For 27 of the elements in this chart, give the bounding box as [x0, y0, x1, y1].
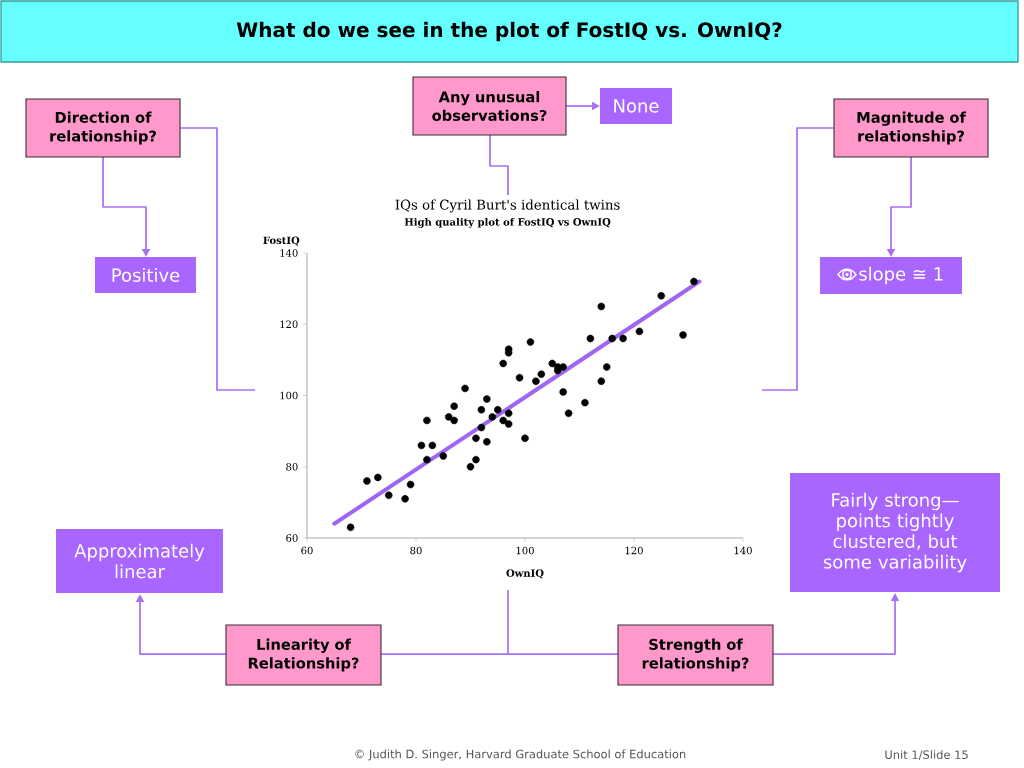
x-tick-label: 60 — [301, 546, 313, 555]
text: Any unusual observations? — [432, 90, 547, 122]
x-tick-label: 80 — [410, 546, 422, 555]
y-axis-title: FostIQ — [263, 236, 300, 246]
chart-title: IQs of Cyril Burt's identical twins — [395, 199, 620, 213]
text: Magnitude of relationship? — [857, 111, 966, 145]
text: Linearity of Relationship? — [248, 638, 359, 672]
x-tick-label: 140 — [734, 546, 752, 555]
y-tick-label: 120 — [280, 320, 298, 329]
x-tick-label: 120 — [625, 546, 643, 555]
text: Fairly strong— points tightly clustered, but some variability — [823, 492, 967, 573]
y-tick-label: 100 — [280, 391, 298, 400]
text: Positive — [112, 268, 180, 282]
text: © Judith D. Singer, Harvard Graduate School of Education — [355, 749, 686, 761]
x-axis-title: OwnIQ — [506, 569, 544, 579]
text: None — [614, 99, 659, 113]
chart-subtitle: High quality plot of FostIQ vs OwnIQ — [404, 217, 611, 228]
y-tick-label: 80 — [286, 462, 298, 471]
text: Direction of relationship? — [50, 111, 156, 145]
y-tick-label: 60 — [286, 534, 298, 542]
text: Unit 1/Slide 15 — [885, 750, 968, 760]
y-tick-label: 140 — [280, 249, 298, 257]
x-tick-label: 100 — [516, 546, 534, 555]
text: Approximately linear — [74, 543, 205, 579]
text: slope ≅ 1 — [859, 266, 943, 285]
text: What do we see in the plot of FostIQ vs. OwnIQ? — [236, 21, 782, 42]
text: Strength of relationship? — [642, 638, 749, 672]
